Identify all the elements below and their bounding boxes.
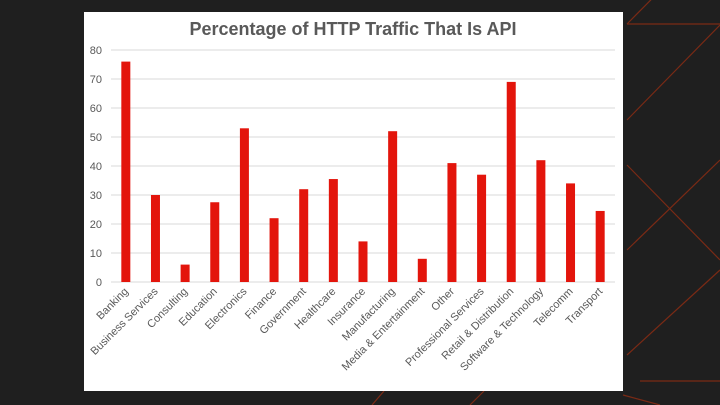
chart-card: Percentage of HTTP Traffic That Is API 0…	[84, 12, 623, 391]
bar-finance	[269, 218, 279, 282]
y-axis-ticks: 0 10 20 30 40 50 60 70 80	[90, 45, 102, 289]
bar-telecomm	[566, 183, 576, 282]
bar-electronics	[239, 128, 249, 282]
chart-title: Percentage of HTTP Traffic That Is API	[189, 19, 516, 39]
bar-transport	[595, 210, 605, 282]
category-label: Other	[429, 285, 457, 313]
y-tick-label: 30	[90, 190, 102, 202]
bar-professional-services	[477, 174, 487, 282]
bar-education	[210, 202, 220, 282]
bar-media-entertainment	[417, 258, 427, 282]
bar-banking	[121, 61, 131, 282]
gridlines	[111, 49, 615, 283]
bars	[121, 61, 605, 283]
bar-manufacturing	[388, 131, 398, 282]
bar-retail-distribution	[506, 81, 516, 283]
bar-insurance	[358, 241, 368, 282]
y-tick-label: 80	[90, 45, 102, 57]
y-tick-label: 40	[90, 161, 102, 173]
bar-healthcare	[328, 179, 338, 282]
y-tick-label: 10	[90, 248, 102, 260]
bar-software-technology	[536, 160, 546, 282]
y-tick-label: 70	[90, 74, 102, 86]
bar-other	[447, 163, 457, 282]
bar-consulting	[180, 264, 190, 282]
y-tick-label: 0	[96, 277, 102, 289]
y-tick-label: 50	[90, 132, 102, 144]
bar-chart: Percentage of HTTP Traffic That Is API 0…	[89, 19, 615, 374]
bar-business-services	[150, 195, 160, 282]
bar-government	[299, 189, 309, 282]
y-tick-label: 20	[90, 219, 102, 231]
y-tick-label: 60	[90, 103, 102, 115]
